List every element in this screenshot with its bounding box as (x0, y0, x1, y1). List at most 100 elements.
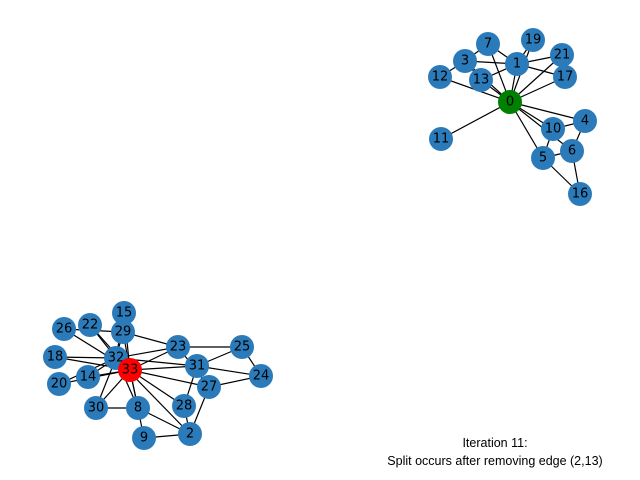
node-17: 17 (553, 65, 577, 89)
node-circle-7 (476, 32, 500, 56)
node-label-17: 17 (557, 70, 574, 85)
node-26: 26 (52, 317, 76, 341)
node-label-8: 8 (134, 401, 142, 416)
node-33: 33 (118, 358, 142, 382)
node-label-3: 3 (461, 54, 469, 69)
node-1: 1 (505, 52, 529, 76)
node-label-18: 18 (47, 350, 64, 365)
node-circle-23 (166, 335, 190, 359)
node-label-2: 2 (186, 427, 194, 442)
node-18: 18 (43, 345, 67, 369)
node-circle-4 (573, 109, 597, 133)
node-circle-3 (453, 49, 477, 73)
node-label-32: 32 (108, 351, 125, 366)
node-10: 10 (541, 117, 565, 141)
node-3: 3 (453, 49, 477, 73)
edge-0-4 (509, 101, 586, 122)
node-label-28: 28 (176, 399, 193, 414)
node-label-30: 30 (88, 401, 105, 416)
node-label-13: 13 (473, 73, 490, 88)
node-16: 16 (568, 182, 592, 206)
node-circle-13 (469, 68, 493, 92)
node-label-5: 5 (539, 151, 547, 166)
node-29: 29 (111, 320, 135, 344)
node-circle-31 (185, 354, 209, 378)
node-label-7: 7 (484, 37, 492, 52)
node-9: 9 (132, 426, 156, 450)
node-circle-20 (47, 372, 71, 396)
node-circle-30 (84, 396, 108, 420)
caption-iteration: Iteration 11: (462, 436, 528, 450)
node-14: 14 (76, 365, 100, 389)
node-2: 2 (178, 422, 202, 446)
node-circle-6 (560, 139, 584, 163)
node-label-21: 21 (554, 48, 571, 63)
node-circle-21 (550, 43, 574, 67)
node-label-15: 15 (116, 306, 133, 321)
node-label-1: 1 (513, 57, 521, 72)
node-label-10: 10 (545, 122, 562, 137)
node-label-26: 26 (56, 322, 73, 337)
node-label-16: 16 (572, 187, 589, 202)
node-15: 15 (112, 301, 136, 325)
node-label-6: 6 (568, 144, 576, 159)
node-circle-14 (76, 365, 100, 389)
node-circle-15 (112, 301, 136, 325)
edge-0-6 (509, 101, 573, 152)
node-label-0: 0 (506, 95, 514, 110)
node-24: 24 (249, 364, 273, 388)
node-circle-8 (126, 396, 150, 420)
node-label-11: 11 (433, 132, 450, 147)
node-label-4: 4 (581, 114, 589, 129)
node-7: 7 (476, 32, 500, 56)
node-circle-33 (118, 358, 142, 382)
node-circle-17 (553, 65, 577, 89)
node-27: 27 (197, 375, 221, 399)
node-label-12: 12 (432, 70, 449, 85)
node-8: 8 (126, 396, 150, 420)
node-label-27: 27 (201, 380, 218, 395)
node-circle-25 (230, 335, 254, 359)
node-label-22: 22 (82, 318, 99, 333)
node-6: 6 (560, 139, 584, 163)
node-label-23: 23 (170, 340, 187, 355)
node-label-14: 14 (80, 370, 97, 385)
node-11: 11 (429, 127, 453, 151)
node-circle-19 (521, 28, 545, 52)
node-circle-12 (428, 65, 452, 89)
node-circle-26 (52, 317, 76, 341)
node-circle-5 (531, 146, 555, 170)
node-circle-18 (43, 345, 67, 369)
node-circle-0 (498, 90, 522, 114)
node-20: 20 (47, 372, 71, 396)
node-circle-16 (568, 182, 592, 206)
node-label-24: 24 (253, 369, 270, 384)
node-12: 12 (428, 65, 452, 89)
node-circle-1 (505, 52, 529, 76)
node-circle-27 (197, 375, 221, 399)
node-circle-9 (132, 426, 156, 450)
node-19: 19 (521, 28, 545, 52)
node-13: 13 (469, 68, 493, 92)
caption-split-description: Split occurs after removing edge (2,13) (387, 454, 603, 468)
node-label-20: 20 (51, 377, 68, 392)
node-25: 25 (230, 335, 254, 359)
edge-27-33 (129, 369, 210, 388)
edge-0-11 (440, 101, 511, 140)
node-circle-24 (249, 364, 273, 388)
node-circle-28 (172, 394, 196, 418)
node-0: 0 (498, 90, 522, 114)
caption: Iteration 11: Split occurs after removin… (360, 434, 630, 470)
node-circle-2 (178, 422, 202, 446)
node-circle-29 (111, 320, 135, 344)
node-30: 30 (84, 396, 108, 420)
node-label-25: 25 (234, 340, 251, 355)
node-28: 28 (172, 394, 196, 418)
node-label-31: 31 (189, 359, 206, 374)
node-label-9: 9 (140, 431, 148, 446)
node-circle-22 (78, 313, 102, 337)
node-label-29: 29 (115, 325, 132, 340)
node-21: 21 (550, 43, 574, 67)
